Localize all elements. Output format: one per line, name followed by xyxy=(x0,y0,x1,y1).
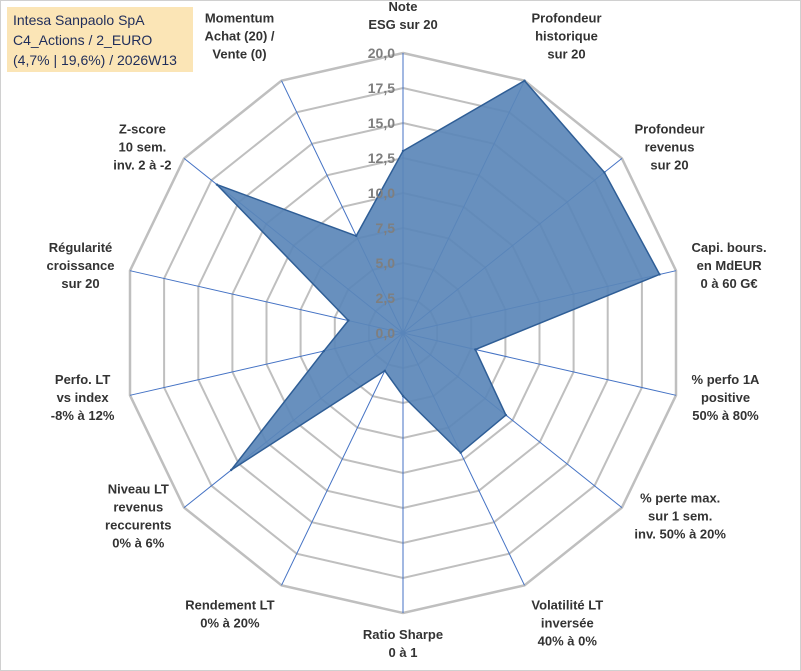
tick-label: 7,5 xyxy=(376,220,396,236)
axis-label: Niveau LT xyxy=(108,482,169,497)
axis-label-group: Profondeur revenus sur 20 xyxy=(634,121,704,172)
data-point xyxy=(215,183,219,186)
axis-label: Momentum xyxy=(205,10,274,25)
axis-label-group: Volatilité LT inversée 40% à 0% xyxy=(531,598,603,649)
axis-label-group: Profondeur historique sur 20 xyxy=(531,10,601,61)
axis-label: Volatilité LT xyxy=(531,598,603,613)
axis-label: Ratio Sharpe xyxy=(363,627,443,642)
chart-title-box: Intesa Sanpaolo SpA C4_Actions / 2_EURO … xyxy=(7,7,193,72)
axis-label: 50% à 80% xyxy=(692,408,759,423)
axis-label: sur 20 xyxy=(650,157,688,172)
tick-label: 5,0 xyxy=(376,255,396,271)
axis-label: Vente (0) xyxy=(212,46,266,61)
data-point xyxy=(322,349,325,353)
axis-label: positive xyxy=(701,390,750,405)
axis-label: Profondeur xyxy=(634,121,704,136)
data-point xyxy=(523,79,526,82)
axis-label: 0 à 1 xyxy=(389,645,418,660)
tick-label: 12,5 xyxy=(368,150,395,166)
data-point xyxy=(459,451,462,454)
axis-label: 10 sem. xyxy=(119,139,167,154)
data-point xyxy=(383,369,386,372)
tick-label: 15,0 xyxy=(368,115,395,131)
axis-label: inversée xyxy=(541,616,594,631)
axis-label: ESG sur 20 xyxy=(368,17,437,32)
axis-label: Achat (20) / xyxy=(204,28,274,43)
axis-label: -8% à 12% xyxy=(51,408,115,423)
axis-label: revenus xyxy=(645,139,695,154)
axis-label-group: Note ESG sur 20 xyxy=(368,0,437,32)
axis-spoke xyxy=(281,332,404,586)
axis-label: Régularité xyxy=(49,240,113,255)
axis-label-group: Régularité croissance sur 20 xyxy=(47,240,115,291)
tick-label: 0,0 xyxy=(376,325,396,341)
axis-label: reccurents xyxy=(105,518,171,533)
axis-label-group: Z-score 10 sem. inv. 2 à -2 xyxy=(113,121,171,172)
axis-label: Profondeur xyxy=(531,10,601,25)
data-point xyxy=(355,234,358,238)
tick-label: 10,0 xyxy=(368,185,395,201)
axis-label-group: Niveau LT revenus reccurents 0% à 6% xyxy=(105,482,171,551)
axis-label-group: Perfo. LT vs index -8% à 12% xyxy=(51,372,115,423)
axis-label: vs index xyxy=(57,390,110,405)
axis-label: revenus xyxy=(113,500,163,515)
axis-label: croissance xyxy=(47,258,115,273)
title-stats: (4,7% | 19,6%) / 2026W13 xyxy=(13,52,177,68)
axis-label: 40% à 0% xyxy=(538,634,598,649)
axis-label: Rendement LT xyxy=(185,598,274,613)
axis-label: sur 1 sem. xyxy=(648,509,712,524)
axis-label: sur 20 xyxy=(547,46,585,61)
data-point xyxy=(504,413,508,417)
axis-label: sur 20 xyxy=(61,276,99,291)
axis-label-group: Ratio Sharpe 0 à 1 xyxy=(363,627,443,660)
axis-label: % perfo 1A xyxy=(692,372,761,387)
axis-label: 0% à 6% xyxy=(112,536,164,551)
axis-label-group: Momentum Achat (20) / Vente (0) xyxy=(204,10,274,61)
axis-label: Perfo. LT xyxy=(55,372,110,387)
axis-label-group: Rendement LT 0% à 20% xyxy=(185,598,274,631)
data-point xyxy=(347,319,350,322)
tick-label: 2,5 xyxy=(376,290,396,306)
axis-label: Capi. bours. xyxy=(692,240,767,255)
axis-label-group: % perte max. sur 1 sem. inv. 50% à 20% xyxy=(634,491,726,542)
tick-label: 17,5 xyxy=(368,80,395,96)
data-point xyxy=(401,394,405,398)
data-point xyxy=(658,273,661,276)
axis-label: inv. 2 à -2 xyxy=(113,157,171,172)
axis-label: en MdEUR xyxy=(697,258,763,273)
axis-label: % perte max. xyxy=(640,491,720,506)
data-point xyxy=(603,171,606,174)
axis-label: 0 à 60 G€ xyxy=(701,276,758,291)
axis-label: Z-score xyxy=(119,121,166,136)
axis-label: Note xyxy=(389,0,418,14)
title-company: Intesa Sanpaolo SpA xyxy=(13,12,145,28)
data-point xyxy=(474,348,477,351)
axis-label: inv. 50% à 20% xyxy=(634,527,726,542)
axis-label: 0% à 20% xyxy=(200,616,260,631)
axis-label: historique xyxy=(535,28,598,43)
data-point xyxy=(401,149,405,153)
data-point xyxy=(230,468,233,472)
axis-label-group: Capi. bours. en MdEUR 0 à 60 G€ xyxy=(692,240,767,291)
title-category: C4_Actions / 2_EURO xyxy=(13,32,153,48)
tick-label: 20,0 xyxy=(368,45,395,61)
axis-label-group: % perfo 1A positive 50% à 80% xyxy=(692,372,761,423)
